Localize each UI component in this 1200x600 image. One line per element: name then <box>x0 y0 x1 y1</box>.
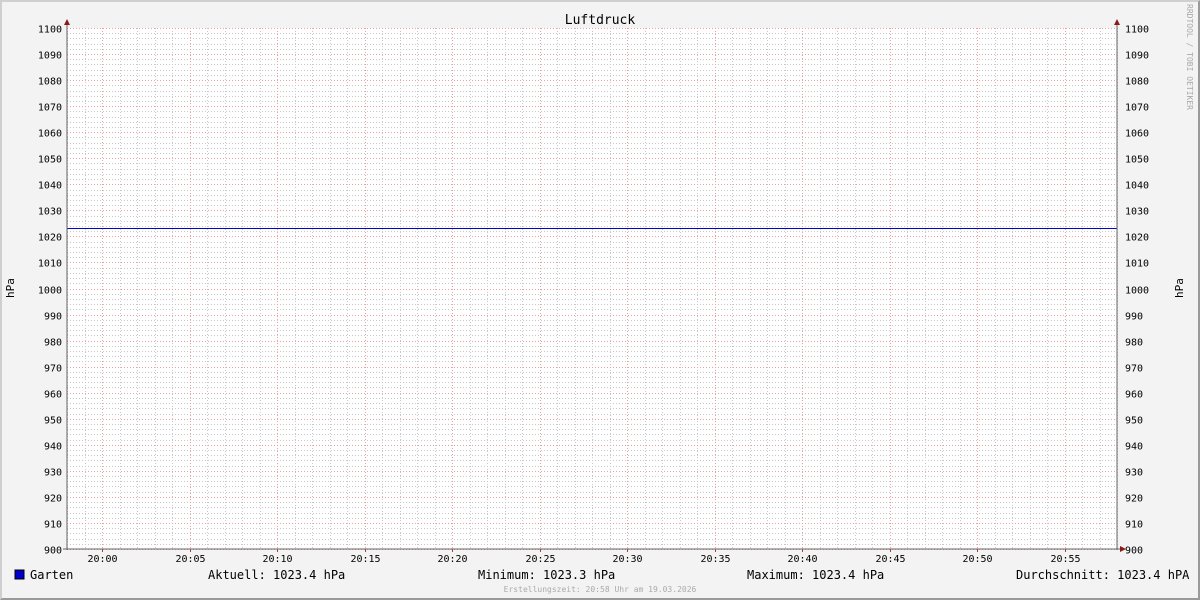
y-tick-label-right: 1030 <box>1125 207 1149 218</box>
x-tick-label: 20:05 <box>175 554 205 565</box>
y-tick-label-left: 1040 <box>38 181 62 192</box>
y-tick-label-left: 1080 <box>38 77 62 88</box>
y-tick-label-right: 970 <box>1125 364 1143 375</box>
watermark: RRDTOOL / TOBI OETIKER <box>1185 4 1194 110</box>
y-tick-label-left: 1000 <box>38 286 62 297</box>
y-axis-label-right: hPa <box>1173 278 1186 298</box>
x-tick-label: 20:35 <box>700 554 730 565</box>
y-tick-label-left: 990 <box>44 312 62 323</box>
y-tick-label-right: 990 <box>1125 312 1143 323</box>
y-tick-label-left: 1030 <box>38 207 62 218</box>
axes <box>63 19 1126 552</box>
legend-current: Aktuell: 1023.4 hPa <box>208 568 345 582</box>
y-tick-label-left: 1010 <box>38 259 62 270</box>
y-tick-label-right: 900 <box>1125 546 1143 557</box>
y-tick-label-right: 1100 <box>1125 25 1149 36</box>
right-axis-arrow-icon <box>1114 19 1120 25</box>
x-tick-label: 20:00 <box>87 554 117 565</box>
legend-swatch <box>14 569 25 580</box>
y-tick-label-right: 950 <box>1125 416 1143 427</box>
y-tick-label-right: 1080 <box>1125 77 1149 88</box>
y-tick-label-left: 930 <box>44 468 62 479</box>
x-tick-label: 20:50 <box>962 554 992 565</box>
y-tick-label-left: 1090 <box>38 51 62 62</box>
y-tick-label-right: 940 <box>1125 442 1143 453</box>
y-tick-label-right: 1010 <box>1125 259 1149 270</box>
tick-labels: 20:00 20:05 20:10 20:15 20:20 20:25 20:30 20:35… <box>38 25 1149 566</box>
y-axis-label-left: hPa <box>4 278 17 298</box>
y-tick-label-right: 930 <box>1125 468 1143 479</box>
x-tick-label: 20:20 <box>437 554 467 565</box>
footer-timestamp: Erstellungszeit: 20:58 Uhr am 19.03.2026 <box>504 585 697 594</box>
x-tick-label: 20:10 <box>262 554 292 565</box>
x-axis-arrow-icon <box>1120 546 1126 552</box>
y-tick-label-right: 1060 <box>1125 129 1149 140</box>
x-tick-label: 20:30 <box>612 554 642 565</box>
y-tick-label-right: 910 <box>1125 520 1143 531</box>
y-tick-label-left: 1060 <box>38 129 62 140</box>
legend-minimum: Minimum: 1023.3 hPa <box>478 568 615 582</box>
legend-series-name: Garten <box>30 568 73 582</box>
y-tick-label-right: 920 <box>1125 494 1143 505</box>
y-tick-label-left: 910 <box>44 520 62 531</box>
y-tick-label-left: 1070 <box>38 103 62 114</box>
y-tick-label-left: 950 <box>44 416 62 427</box>
x-tick-label: 20:45 <box>875 554 905 565</box>
y-tick-label-right: 1090 <box>1125 51 1149 62</box>
legend-average: Durchschnitt: 1023.4 hPA <box>1016 568 1190 582</box>
x-tick-label: 20:40 <box>787 554 817 565</box>
plot-area <box>67 28 1117 549</box>
y-tick-label-left: 1020 <box>38 233 62 244</box>
y-tick-label-right: 1020 <box>1125 233 1149 244</box>
y-tick-label-left: 970 <box>44 364 62 375</box>
y-tick-label-right: 980 <box>1125 338 1143 349</box>
chart-title: Luftdruck <box>565 13 636 28</box>
y-tick-label-left: 900 <box>44 546 62 557</box>
x-tick-label: 20:55 <box>1050 554 1080 565</box>
grid <box>67 28 1118 550</box>
y-tick-label-left: 980 <box>44 338 62 349</box>
y-tick-label-right: 1070 <box>1125 103 1149 114</box>
x-tick-label: 20:15 <box>350 554 380 565</box>
y-tick-label-left: 1050 <box>38 155 62 166</box>
y-tick-label-left: 920 <box>44 494 62 505</box>
y-tick-label-right: 1050 <box>1125 155 1149 166</box>
y-tick-label-left: 960 <box>44 390 62 401</box>
y-tick-label-right: 1040 <box>1125 181 1149 192</box>
y-tick-label-right: 1000 <box>1125 286 1149 297</box>
legend-maximum: Maximum: 1023.4 hPa <box>747 568 884 582</box>
y-tick-label-right: 960 <box>1125 390 1143 401</box>
left-axis-arrow-icon <box>64 19 70 25</box>
x-tick-label: 20:25 <box>525 554 555 565</box>
y-tick-label-left: 940 <box>44 442 62 453</box>
y-tick-label-left: 1100 <box>38 25 62 36</box>
